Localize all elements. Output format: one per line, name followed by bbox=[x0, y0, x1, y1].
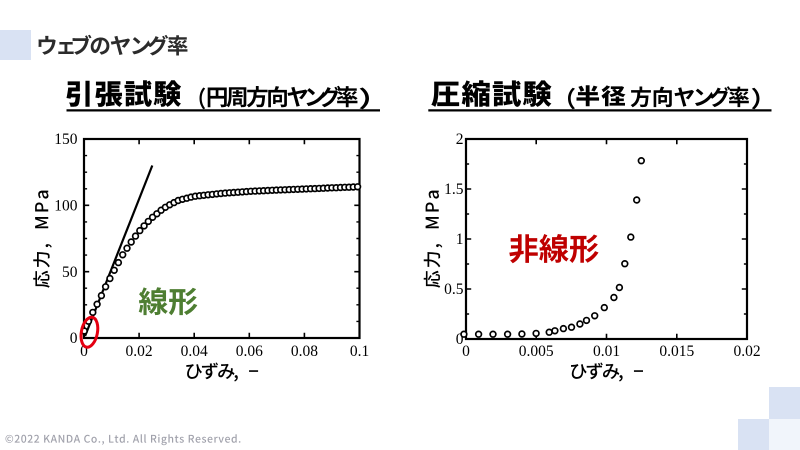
svg-text:0.005: 0.005 bbox=[519, 343, 554, 360]
svg-text:0.06: 0.06 bbox=[236, 343, 263, 360]
svg-text:0.04: 0.04 bbox=[181, 343, 208, 360]
svg-text:50: 50 bbox=[62, 264, 78, 281]
svg-text:150: 150 bbox=[54, 131, 78, 148]
svg-text:0.08: 0.08 bbox=[291, 343, 318, 360]
svg-text:0.1: 0.1 bbox=[350, 343, 369, 360]
svg-text:0.015: 0.015 bbox=[659, 343, 694, 360]
svg-text:100: 100 bbox=[54, 198, 78, 215]
svg-text:2: 2 bbox=[456, 131, 464, 148]
svg-text:0.5: 0.5 bbox=[444, 281, 464, 298]
svg-text:0.01: 0.01 bbox=[593, 343, 620, 360]
svg-text:1: 1 bbox=[456, 231, 464, 248]
svg-text:0: 0 bbox=[70, 330, 78, 347]
svg-text:0: 0 bbox=[456, 331, 464, 348]
svg-text:1.5: 1.5 bbox=[444, 181, 464, 198]
svg-text:0.02: 0.02 bbox=[733, 343, 760, 360]
svg-text:0: 0 bbox=[80, 343, 88, 360]
svg-text:0: 0 bbox=[462, 343, 470, 360]
svg-text:0.02: 0.02 bbox=[126, 343, 153, 360]
